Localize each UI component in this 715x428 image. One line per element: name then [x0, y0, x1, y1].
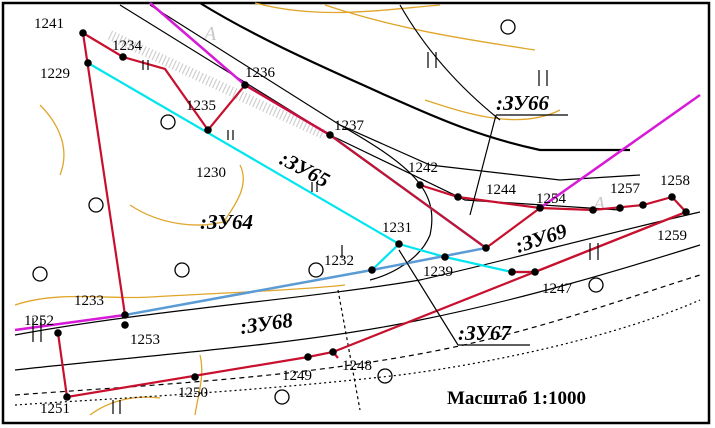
terrain-ticks	[32, 52, 599, 414]
faint-letter-a: А	[202, 23, 217, 45]
point-label: 1229	[40, 66, 70, 82]
leader-lines	[398, 114, 568, 346]
point-label: 1233	[74, 293, 104, 309]
point-label: 1253	[130, 332, 160, 348]
point-label: 1258	[660, 173, 690, 189]
point-label: 1237	[334, 118, 365, 134]
point-label: 1247	[542, 281, 573, 297]
scale-label: Масштаб 1:1000	[447, 388, 586, 409]
parcel-label-zu65: :ЗУ65	[276, 146, 334, 192]
parcel-label-zu64: :ЗУ64	[200, 210, 253, 234]
point-label: 1241	[34, 16, 64, 32]
point-label: 1244	[486, 182, 517, 198]
contour-lines	[14, 2, 561, 416]
tree-symbols	[32, 19, 604, 405]
point-label: 1250	[178, 385, 208, 401]
boundary-points	[54, 29, 690, 401]
point-label: 1232	[324, 253, 354, 269]
parcel-label-zu67: :ЗУ67	[458, 321, 513, 345]
point-label: 1249	[282, 368, 312, 384]
point-labels: 1241 1234 1229 1236 1235 1237 1230 1242 …	[24, 16, 690, 417]
parcel-label-zu68: :ЗУ68	[238, 308, 294, 339]
parcel-label-zu69: :ЗУ69	[512, 218, 570, 257]
parcel-labels: :ЗУ64 :ЗУ65 :ЗУ66 :ЗУ67 :ЗУ68 :ЗУ69	[200, 91, 570, 345]
point-label: 1235	[186, 98, 216, 114]
point-label: 1234	[112, 38, 143, 54]
point-label: 1254	[536, 191, 567, 207]
parcel-label-zu66: :ЗУ66	[496, 91, 550, 115]
point-label: 1259	[657, 228, 687, 244]
embankment-hatching	[107, 30, 328, 140]
point-label: 1242	[408, 160, 438, 176]
point-label: 1231	[382, 220, 412, 236]
point-label: 1248	[342, 358, 372, 374]
point-label: 1257	[610, 181, 641, 197]
point-label: 1251	[40, 401, 70, 417]
point-label: 1230	[196, 165, 226, 181]
point-label: 1239	[423, 264, 453, 280]
point-label: 1252	[24, 313, 54, 329]
point-label: 1236	[245, 65, 276, 81]
